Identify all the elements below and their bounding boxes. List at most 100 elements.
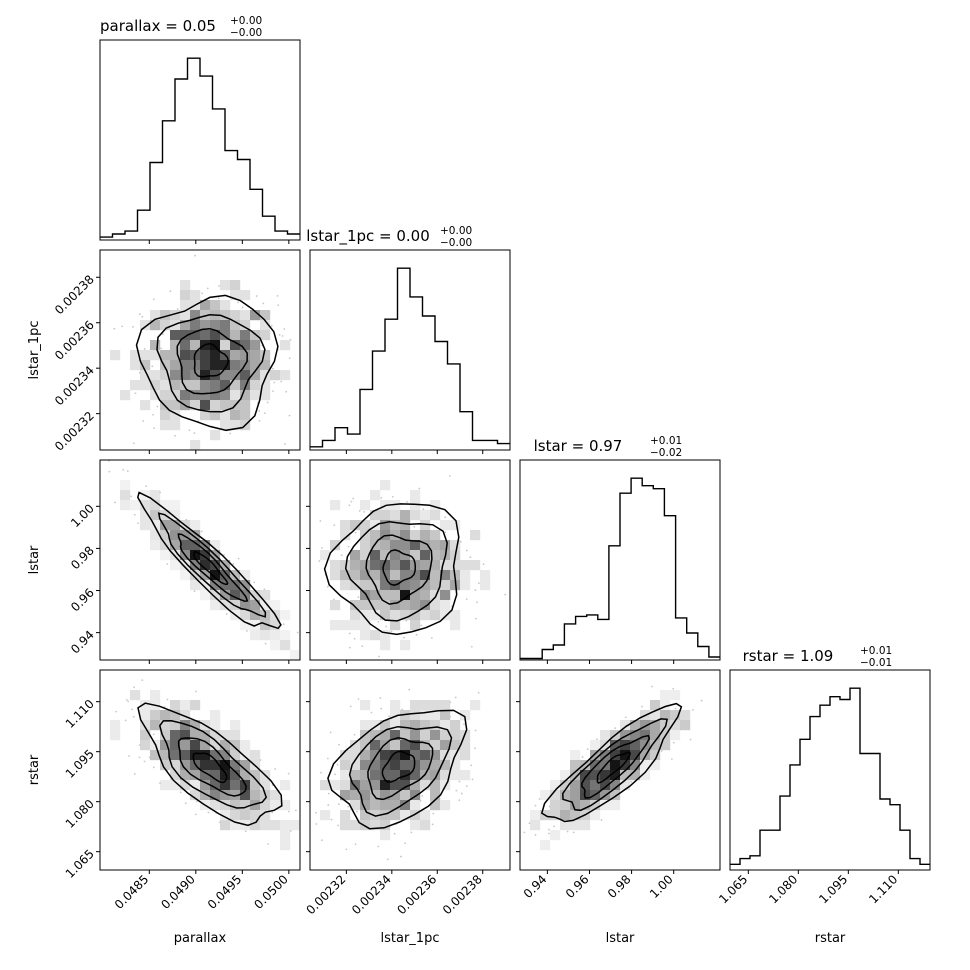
x-tick-label: 0.0490 <box>158 872 198 912</box>
density-cell <box>420 510 431 521</box>
density-cell <box>650 760 661 771</box>
density-cell <box>400 760 411 771</box>
density-cell <box>190 520 201 531</box>
density-cell <box>280 780 291 791</box>
sample-point <box>385 625 388 628</box>
density-cell <box>250 770 261 781</box>
density-cell <box>230 570 241 581</box>
density-cell <box>250 360 261 371</box>
panel-title: lstar_1pc = 0.00 <box>306 227 430 246</box>
density-cell <box>590 800 601 811</box>
density-cell <box>150 750 161 761</box>
density-cell <box>220 390 231 401</box>
density-cell <box>250 370 261 381</box>
density-cell <box>160 710 171 721</box>
density-cell <box>220 750 231 761</box>
density-cell <box>180 290 191 301</box>
density-cell <box>450 730 461 741</box>
sample-point <box>390 630 393 633</box>
density-cell <box>410 700 421 711</box>
density-cell <box>380 770 391 781</box>
contour-line <box>135 294 279 432</box>
density-cell <box>210 770 221 781</box>
density-cell <box>320 550 331 561</box>
density-cell <box>210 330 221 341</box>
sample-point <box>127 700 130 703</box>
density-cell <box>250 330 261 341</box>
density-cell <box>630 730 641 741</box>
density-cell <box>180 780 191 791</box>
density-cell <box>660 740 671 751</box>
contour-line <box>177 533 249 602</box>
sample-point <box>353 733 356 736</box>
density-cell <box>240 410 251 421</box>
contour-line <box>581 734 651 799</box>
density-cell <box>210 730 221 741</box>
density-cell <box>440 800 451 811</box>
density-cell <box>340 780 351 791</box>
density-cell <box>270 640 281 651</box>
density-cell <box>480 570 491 581</box>
density-cell <box>660 690 671 701</box>
density-cell <box>430 550 441 561</box>
density-cell <box>140 710 151 721</box>
sample-point <box>289 830 292 832</box>
density-cell <box>120 480 131 491</box>
sample-point <box>458 780 461 783</box>
density-cell <box>430 600 441 611</box>
density-cell <box>590 810 601 821</box>
density-cell <box>680 710 691 721</box>
density-cell <box>610 750 621 761</box>
sample-point <box>114 501 116 504</box>
y-axis-label: lstar <box>27 545 42 574</box>
sample-point <box>405 619 408 622</box>
sample-point <box>174 434 177 437</box>
density-cell <box>220 580 231 591</box>
density-cell <box>200 560 211 571</box>
density-cell <box>380 810 391 821</box>
sample-point <box>672 687 675 690</box>
sample-point <box>195 800 198 803</box>
panel-frame <box>309 669 511 871</box>
density-cell <box>350 820 361 831</box>
density-cell <box>350 580 361 591</box>
density-cell <box>550 810 561 821</box>
sample-point <box>476 601 478 604</box>
density-cell <box>400 520 411 531</box>
density-cell <box>180 300 191 311</box>
y-tick-label: 0.00234 <box>52 363 97 408</box>
density-cell <box>610 790 621 801</box>
sample-point <box>132 442 135 445</box>
sample-point <box>207 811 210 814</box>
density-cell <box>210 710 221 721</box>
sample-point <box>586 748 589 750</box>
sample-point <box>193 432 196 435</box>
sample-point <box>223 554 225 556</box>
density-cell <box>150 340 161 351</box>
sample-point <box>125 698 128 701</box>
density-cell <box>650 750 661 761</box>
density-cell <box>260 820 271 831</box>
sample-point <box>179 791 182 794</box>
sample-point <box>572 831 575 834</box>
sample-point <box>347 545 350 548</box>
density-cell <box>270 620 281 631</box>
sample-point <box>370 711 373 714</box>
density-cell <box>560 790 571 801</box>
density-cell <box>140 320 151 331</box>
sample-point <box>262 302 265 305</box>
density-cell <box>460 750 471 761</box>
sample-point <box>195 690 197 693</box>
density-cell <box>330 780 341 791</box>
density-cell <box>410 500 421 511</box>
title-lower-error: −0.00 <box>440 237 472 249</box>
density-cell <box>350 760 361 771</box>
sample-point <box>528 822 531 825</box>
density-cell <box>380 550 391 561</box>
density-cell <box>150 690 161 701</box>
sample-point <box>294 809 297 812</box>
density-cell <box>360 720 371 731</box>
density-cell <box>230 420 241 431</box>
